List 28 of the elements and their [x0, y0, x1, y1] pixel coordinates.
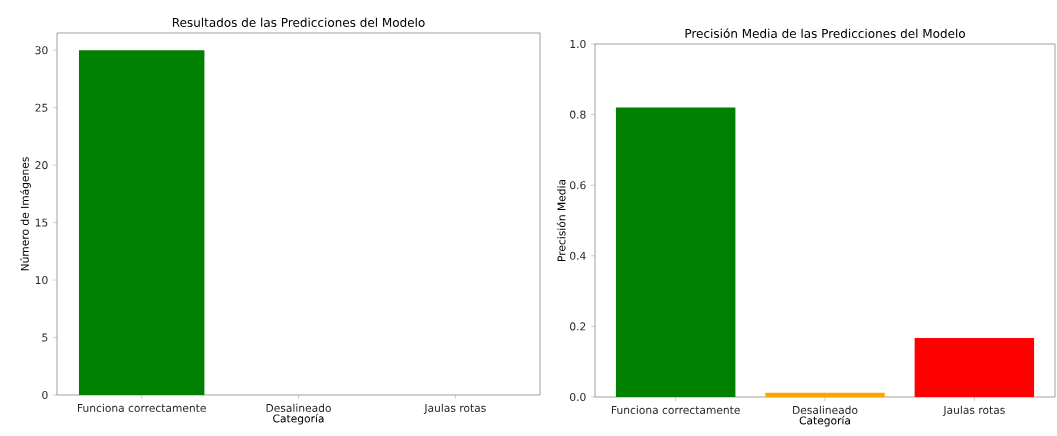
y-tick-label: 15 — [35, 218, 48, 227]
y-tick-label: 0.8 — [570, 110, 586, 119]
y-tick-label: 0.6 — [570, 181, 586, 190]
x-tick-label: Jaulas rotas — [423, 403, 486, 414]
x-tick-label: Desalineado — [266, 403, 331, 412]
x-axis-title: Categoría — [273, 413, 324, 425]
bar — [914, 338, 1035, 397]
y-tick-label: 1.0 — [570, 39, 586, 49]
x-tick-label: Jaulas rotas — [942, 405, 1005, 416]
x-axis-title: Categoría — [799, 415, 850, 427]
y-tick-label: 0.0 — [570, 392, 586, 402]
y-tick-label: 0 — [42, 390, 48, 400]
chart-title: Precisión Media de las Predicciones del Modelo — [685, 28, 966, 38]
y-axis-title: Número de Imágenes — [20, 157, 31, 271]
x-tick-label: Funciona correctamente — [78, 403, 206, 412]
x-tick-label: Funciona correctamente — [611, 405, 740, 414]
y-tick-label: 25 — [35, 103, 48, 112]
y-tick-label: 20 — [35, 161, 48, 170]
bar — [615, 107, 736, 397]
y-tick-label: 0.2 — [570, 322, 586, 331]
x-tick-label: Desalineado — [793, 405, 858, 414]
y-tick-label: 0.4 — [570, 251, 586, 260]
chart-title: Resultados de las Predicciones del Modelo — [172, 17, 425, 27]
y-axis-title: Precisión Media — [556, 179, 566, 261]
y-tick-label: 10 — [35, 276, 48, 285]
y-tick-label: 5 — [42, 333, 48, 342]
y-tick-label: 30 — [35, 46, 48, 55]
bar — [765, 392, 885, 397]
